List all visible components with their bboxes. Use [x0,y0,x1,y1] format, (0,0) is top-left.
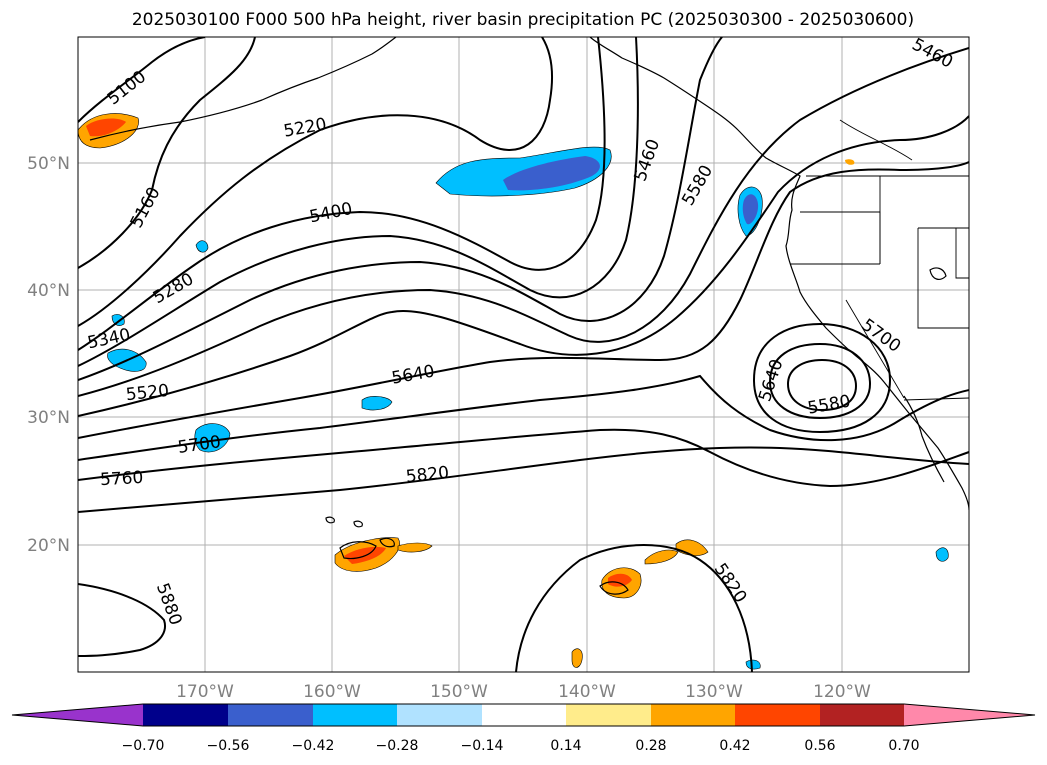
colorbar-tick-label: 0.70 [888,738,919,754]
precip-patch-west-44n [195,240,209,253]
precip-patch-12n-140w [571,648,583,668]
colorbar-tick-label: −0.28 [376,738,419,754]
precip-core-gulf-alaska [503,156,600,191]
contour-5460 [78,37,723,381]
precip-patch-west-28n [194,423,231,453]
contour-5880-west [78,583,166,657]
colorbar-segment [313,704,397,726]
contour-5640 [78,161,969,439]
contour-5160 [78,37,256,269]
precip-patch-hawaii-east [397,542,433,553]
contour-5280-5340-inner [78,37,606,351]
contour-label: 5520 [125,381,170,405]
coastline-north-america [589,37,969,511]
precip-patch-19n-135w [644,549,679,565]
lon-tick-label: 130°W [685,682,743,702]
contour-5580 [78,115,969,417]
lon-tick-labels: 170°W 160°W 150°W 140°W 130°W 120°W [176,682,871,702]
lat-tick-label: 30°N [27,408,70,428]
colorbar-segment [566,704,651,726]
colorbar-tick-label: 0.28 [635,738,666,754]
border-nv-az [917,227,969,329]
border-us-mexico [903,397,969,401]
border-ca-nv [845,299,905,399]
precip-core-aleutians [86,118,126,137]
colorbar-tick-label: 0.42 [719,738,750,754]
precip-core-oregon-coast [742,194,759,225]
contour-5880-south [515,544,753,672]
lat-tick-labels: 50°N 40°N 30°N 20°N [27,154,70,556]
coastline-lake-salton [929,267,947,280]
border-bc-interior [839,119,913,161]
colorbar-tick-label: 0.14 [550,738,581,754]
colorbar-outline [11,703,1036,727]
border-ut [955,228,969,279]
island-kauai [325,516,335,524]
figure-title: 2025030100 F000 500 hPa height, river ba… [132,10,914,30]
colorbar-tick-label: 0.56 [804,738,835,754]
colorbar-extend-right [904,704,1035,726]
colorbar-tick-label: −0.14 [461,738,504,754]
precip-patch-50n-120w [845,159,855,165]
contour-5100 [78,37,206,123]
colorbar-segment [143,704,228,726]
colorbar-tick-label: −0.56 [207,738,250,754]
contour-5220 [78,37,553,327]
map-background [78,37,969,672]
island-oahu [353,520,363,528]
colorbar-tick-label: −0.42 [292,738,335,754]
contour-5700 [78,374,969,461]
colorbar-segment [651,704,735,726]
lat-tick-label: 20°N [27,536,70,556]
lon-tick-label: 120°W [813,682,871,702]
colorbar: −0.70 −0.56 −0.42 −0.28 −0.14 0.14 0.28 … [11,703,1036,754]
colorbar-extend-left [12,704,143,726]
lon-tick-label: 170°W [176,682,234,702]
precipitation-shading [78,113,949,670]
contour-5820 [78,446,969,513]
coastline-baja [903,395,945,483]
contour-low-middle [768,342,872,420]
coastline-aleutians [89,37,397,141]
colorbar-segment [735,704,820,726]
precip-core-17n-140w [608,573,632,587]
colorbar-segment [228,704,313,726]
islands [325,516,629,595]
map-frame [77,36,970,673]
contour-low-inner [786,358,858,412]
colorbar-tick-label: −0.70 [122,738,165,754]
precip-patch-10n-127w [745,659,761,670]
height-contours [78,37,969,672]
colorbar-segment [820,704,904,726]
precip-patch-central-29n [361,396,393,411]
colorbar-segment [397,704,482,726]
contour-label: 5820 [405,463,450,487]
contour-5400 [78,37,639,367]
contour-low-outer [752,322,892,434]
contour-label: 5760 [100,468,144,490]
gridlines [78,37,969,672]
lat-tick-label: 50°N [27,154,70,174]
contour-5760 [78,428,969,488]
island-17n [599,581,629,595]
contour-5520 [78,47,969,397]
lon-tick-label: 160°W [303,682,361,702]
colorbar-segment [482,704,566,726]
lon-tick-label: 150°W [430,682,488,702]
political-borders [790,119,969,401]
coastlines [89,37,969,511]
lat-tick-label: 40°N [27,281,70,301]
island-maui [379,537,395,548]
precip-patch-20n-112w [935,547,949,562]
map-area: 5100 5160 5220 5280 5340 5400 5460 5460 … [77,35,970,673]
lon-tick-label: 140°W [558,682,616,702]
island-hawaii-big [339,541,377,560]
